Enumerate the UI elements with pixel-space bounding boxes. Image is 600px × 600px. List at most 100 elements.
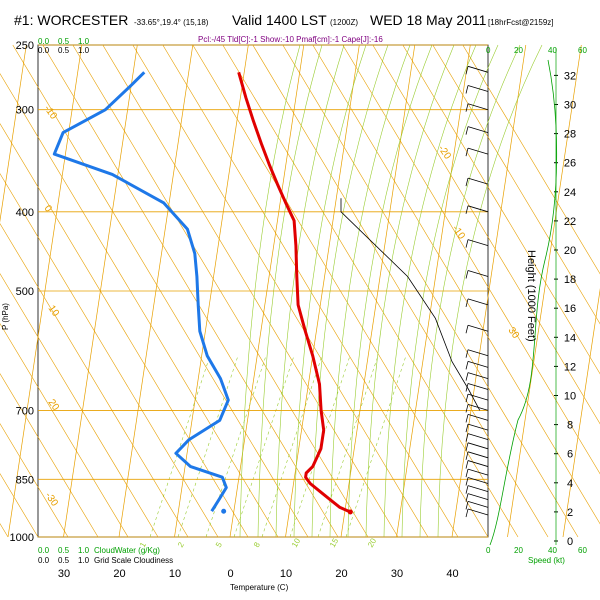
wind-barb xyxy=(467,177,489,185)
wind-barb-flag xyxy=(465,442,469,451)
speed-top-tick-3: 60 xyxy=(578,46,587,55)
wind-barb xyxy=(467,468,489,476)
dry-adiabat-line xyxy=(372,44,600,425)
valid-time: Valid 1400 LST xyxy=(232,12,327,28)
wind-barb-flag xyxy=(465,349,469,358)
wind-barb-flag xyxy=(465,298,469,308)
moist-adiabat-line xyxy=(329,44,411,538)
wind-barb-flag xyxy=(465,325,469,334)
mixing-ratio-label: 2 xyxy=(176,540,186,549)
height-tick-label: 14 xyxy=(564,332,576,344)
wind-barb-flag xyxy=(465,508,469,518)
wind-barb xyxy=(467,349,489,357)
dry-adiabat-line xyxy=(0,323,129,538)
temperature-tick-label: 30 xyxy=(58,568,70,580)
wind-barb xyxy=(467,460,489,467)
wind-barb xyxy=(467,360,489,368)
temperature-tick-label: 10 xyxy=(169,568,181,580)
cloudiness-bottom-tick-0: 0.0 xyxy=(38,556,50,565)
cloud-water-label: CloudWater (g/Kg) xyxy=(94,546,160,555)
y-axis-label: P (hPa) xyxy=(1,303,10,330)
height-tick-label: 16 xyxy=(564,303,576,315)
isotherm-label: -10 xyxy=(42,103,60,122)
wind-barb xyxy=(467,442,489,450)
forecast-date: WED 18 May 2011 xyxy=(370,12,487,28)
wind-barb xyxy=(467,205,489,213)
cloud-water-bottom-tick-0: 0.0 xyxy=(38,546,50,555)
height-tick-label: 12 xyxy=(564,361,576,373)
wind-barb xyxy=(467,423,489,431)
wind-barb-flag xyxy=(465,493,469,502)
dry-adiabat-line xyxy=(0,273,159,538)
mixing-ratio-line xyxy=(233,355,295,538)
speed-bottom-tick-2: 40 xyxy=(548,546,557,555)
moist-adiabat-line xyxy=(419,44,521,538)
pressure-tick-label: 300 xyxy=(16,105,34,117)
height-tick-label: 2 xyxy=(567,507,573,519)
mixing-ratio-label: 10 xyxy=(290,536,303,549)
height-tick-label: 6 xyxy=(567,449,573,461)
wind-barb xyxy=(467,103,489,111)
wind-barb-flag xyxy=(465,372,469,381)
cloud-water-tick-2: 1.0 xyxy=(78,37,90,46)
wind-barb-flag xyxy=(465,239,469,248)
cloudiness-tick-1: 0.5 xyxy=(58,46,70,55)
isotherm-line xyxy=(451,44,527,538)
wind-barb-flag xyxy=(465,485,469,494)
wind-barb-flag xyxy=(465,414,469,423)
isotherm-label: 10 xyxy=(46,303,62,319)
moist-adiabat-line xyxy=(347,44,433,538)
wind-barb-flag xyxy=(465,451,469,460)
cloudiness-tick-0: 0.0 xyxy=(38,46,50,55)
pressure-tick-label: 400 xyxy=(16,207,34,219)
height-tick-label: 8 xyxy=(567,420,573,432)
station-title: #1: WORCESTER xyxy=(14,12,128,28)
speed-bottom-tick-1: 20 xyxy=(514,546,523,555)
isotherm-line xyxy=(562,287,600,538)
wind-barb-flag xyxy=(465,126,469,135)
chart-marks xyxy=(52,59,558,546)
cloud-water-bottom-tick-1: 0.5 xyxy=(58,546,70,555)
wind-barb-flag xyxy=(465,178,469,187)
cloudiness-label: Grid Scale Cloudiness xyxy=(94,556,173,565)
temperature-tick-label: 30 xyxy=(391,568,403,580)
wind-barb xyxy=(467,383,489,390)
wind-barb-flag xyxy=(465,394,469,403)
wind-barb xyxy=(467,508,489,516)
temperature-tick-label: 20 xyxy=(335,568,347,580)
dewpoint-profile-line xyxy=(52,71,230,512)
speed-bottom-tick-3: 60 xyxy=(578,546,587,555)
wind-barb-flag xyxy=(465,469,469,478)
mixing-ratio-line xyxy=(289,355,351,538)
moist-adiabat-line xyxy=(437,44,543,538)
dry-adiabat-line xyxy=(432,44,600,325)
moist-adiabat-line xyxy=(365,44,455,538)
mixing-ratio-label: 20 xyxy=(366,536,379,549)
height-tick-label: 26 xyxy=(564,158,576,170)
cloud-water-tick-0: 0.0 xyxy=(38,37,50,46)
height-tick-label: 32 xyxy=(564,70,576,82)
wind-barb-flag xyxy=(465,404,469,413)
wind-barb-flag xyxy=(465,103,469,112)
wind-barb xyxy=(467,147,489,155)
temperature-profile-line xyxy=(237,71,351,514)
speed-label: Speed (kt) xyxy=(528,556,565,565)
mixing-ratio-line xyxy=(345,355,407,538)
wind-barb xyxy=(467,414,489,421)
dry-adiabat-line xyxy=(0,523,9,538)
mixing-ratio-label: 15 xyxy=(328,536,341,549)
pressure-tick-label: 850 xyxy=(16,474,34,486)
isotherm-label: -10 xyxy=(450,223,468,242)
isotherm-label: 0 xyxy=(42,203,54,214)
wind-barb-flag xyxy=(465,383,469,392)
dry-adiabat-line xyxy=(0,423,69,538)
temperature-tick-label: 40 xyxy=(446,568,458,580)
wind-barb xyxy=(467,372,489,379)
wind-barb-flag xyxy=(465,85,469,94)
mixing-ratio-label: 5 xyxy=(214,540,224,549)
height-tick-label: 30 xyxy=(564,100,576,112)
height-tick-label: 28 xyxy=(564,129,576,141)
wind-barb-flag xyxy=(465,361,469,370)
